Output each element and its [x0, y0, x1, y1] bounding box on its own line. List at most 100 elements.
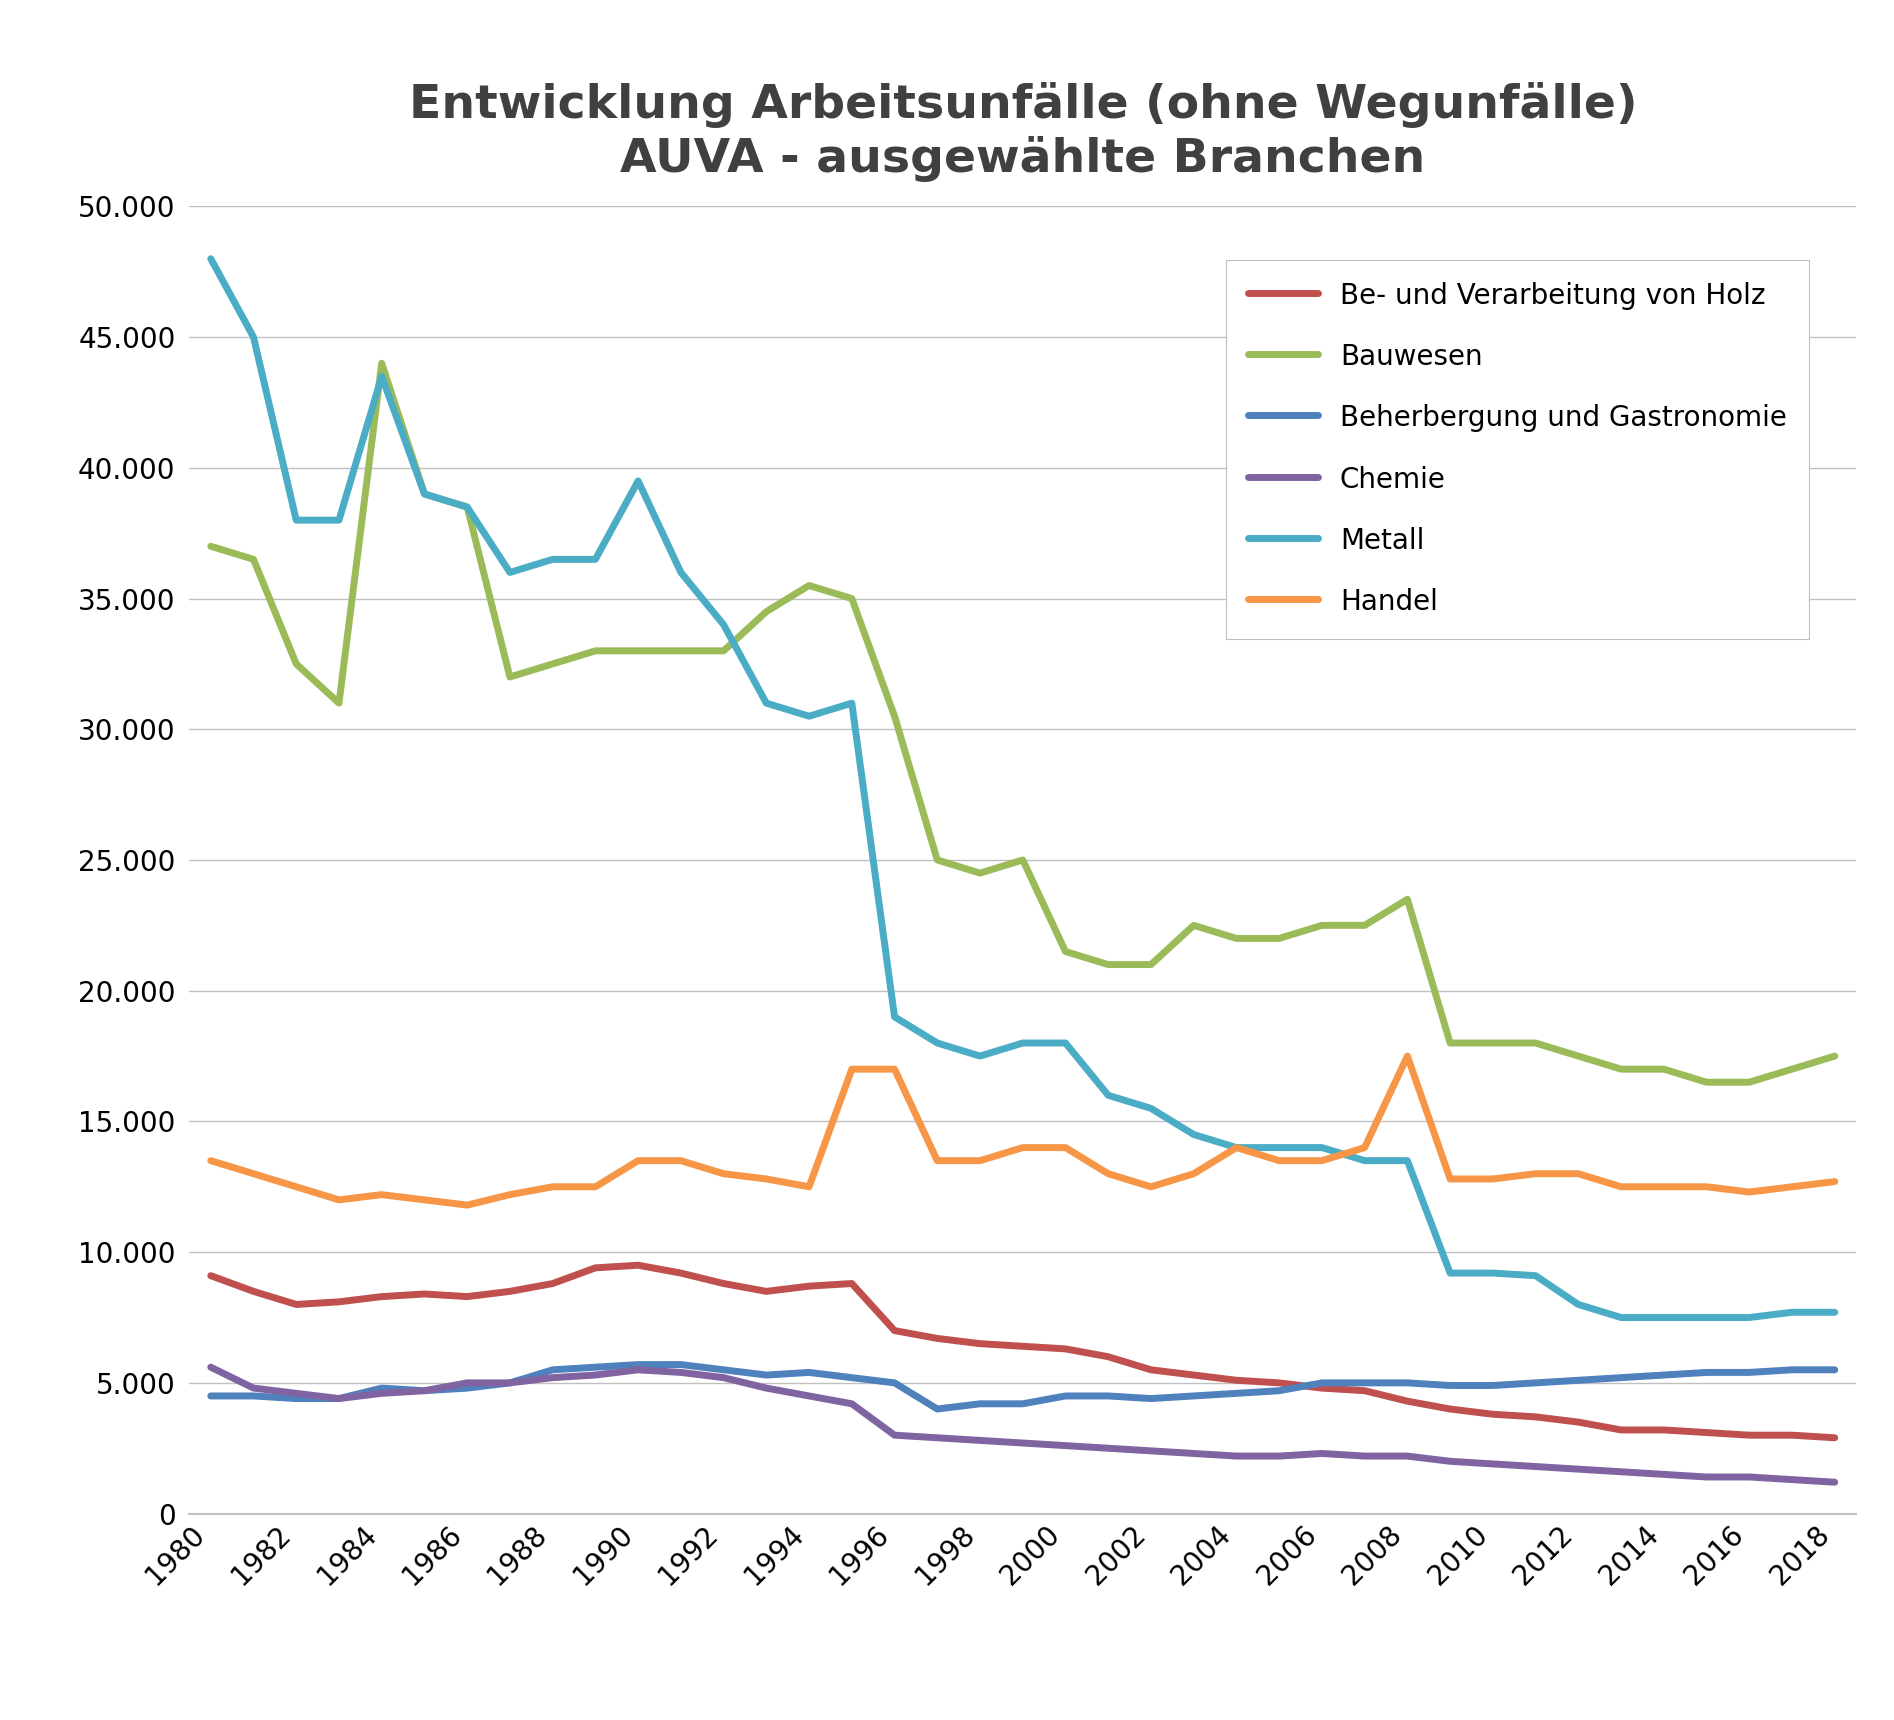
Be- und Verarbeitung von Holz	[1652, 1419, 1674, 1440]
Beherbergung und Gastronomie	[1267, 1381, 1290, 1402]
Metall	[1780, 1302, 1803, 1323]
Handel	[328, 1190, 350, 1211]
Chemie	[627, 1359, 650, 1379]
Beherbergung und Gastronomie	[1824, 1359, 1847, 1379]
Bauwesen	[1396, 889, 1419, 910]
Handel	[926, 1151, 949, 1171]
Chemie	[1695, 1467, 1718, 1488]
Metall	[1610, 1307, 1633, 1328]
Bauwesen	[1225, 929, 1248, 949]
Line: Beherbergung und Gastronomie: Beherbergung und Gastronomie	[210, 1364, 1835, 1409]
Line: Bauwesen: Bauwesen	[210, 363, 1835, 1082]
Metall	[1566, 1293, 1589, 1314]
Metall	[926, 1032, 949, 1053]
Chemie	[883, 1424, 905, 1445]
Handel	[284, 1176, 307, 1197]
Be- und Verarbeitung von Holz	[669, 1262, 691, 1283]
Bauwesen	[841, 588, 864, 609]
Chemie	[1439, 1452, 1462, 1472]
Chemie	[1566, 1459, 1589, 1479]
Chemie	[712, 1367, 735, 1388]
Beherbergung und Gastronomie	[1140, 1388, 1163, 1409]
Beherbergung und Gastronomie	[1097, 1386, 1119, 1407]
Beherbergung und Gastronomie	[1525, 1373, 1547, 1393]
Handel	[841, 1060, 864, 1080]
Chemie	[1610, 1462, 1633, 1483]
Chemie	[797, 1386, 820, 1407]
Beherbergung und Gastronomie	[841, 1367, 864, 1388]
Metall	[1311, 1137, 1333, 1158]
Metall	[1695, 1307, 1718, 1328]
Handel	[371, 1185, 394, 1206]
Chemie	[968, 1429, 991, 1450]
Bauwesen	[583, 640, 606, 660]
Handel	[1396, 1046, 1419, 1066]
Chemie	[1354, 1447, 1377, 1467]
Beherbergung und Gastronomie	[797, 1362, 820, 1383]
Be- und Verarbeitung von Holz	[1182, 1364, 1205, 1385]
Bauwesen	[1739, 1072, 1761, 1092]
Metall	[413, 483, 436, 504]
Beherbergung und Gastronomie	[1311, 1373, 1333, 1393]
Chemie	[926, 1428, 949, 1448]
Bauwesen	[1140, 955, 1163, 975]
Chemie	[1481, 1453, 1504, 1474]
Bauwesen	[669, 640, 691, 660]
Chemie	[1182, 1443, 1205, 1464]
Chemie	[583, 1364, 606, 1385]
Be- und Verarbeitung von Holz	[1311, 1378, 1333, 1398]
Metall	[1267, 1137, 1290, 1158]
Handel	[498, 1185, 521, 1206]
Bauwesen	[1695, 1072, 1718, 1092]
Chemie	[1780, 1469, 1803, 1490]
Be- und Verarbeitung von Holz	[968, 1333, 991, 1354]
Bauwesen	[1354, 915, 1377, 936]
Bauwesen	[371, 353, 394, 373]
Beherbergung und Gastronomie	[1566, 1369, 1589, 1390]
Line: Chemie: Chemie	[210, 1367, 1835, 1483]
Metall	[242, 327, 265, 347]
Line: Be- und Verarbeitung von Holz: Be- und Verarbeitung von Holz	[210, 1266, 1835, 1438]
Beherbergung und Gastronomie	[1055, 1386, 1078, 1407]
Line: Handel: Handel	[210, 1056, 1835, 1206]
Metall	[1824, 1302, 1847, 1323]
Be- und Verarbeitung von Holz	[542, 1273, 564, 1293]
Bauwesen	[883, 705, 905, 726]
Be- und Verarbeitung von Holz	[498, 1281, 521, 1302]
Bauwesen	[456, 497, 479, 518]
Handel	[968, 1151, 991, 1171]
Handel	[583, 1176, 606, 1197]
Chemie	[1097, 1438, 1119, 1459]
Metall	[1525, 1266, 1547, 1287]
Bauwesen	[926, 850, 949, 870]
Bauwesen	[627, 640, 650, 660]
Beherbergung und Gastronomie	[1439, 1376, 1462, 1397]
Beherbergung und Gastronomie	[883, 1373, 905, 1393]
Chemie	[756, 1378, 778, 1398]
Metall	[669, 562, 691, 583]
Be- und Verarbeitung von Holz	[841, 1273, 864, 1293]
Handel	[1525, 1163, 1547, 1183]
Be- und Verarbeitung von Holz	[1267, 1373, 1290, 1393]
Be- und Verarbeitung von Holz	[1097, 1347, 1119, 1367]
Be- und Verarbeitung von Holz	[242, 1281, 265, 1302]
Handel	[756, 1168, 778, 1189]
Bauwesen	[1780, 1060, 1803, 1080]
Bauwesen	[1439, 1032, 1462, 1053]
Metall	[1439, 1262, 1462, 1283]
Be- und Verarbeitung von Holz	[712, 1273, 735, 1293]
Bauwesen	[1652, 1060, 1674, 1080]
Metall	[1739, 1307, 1761, 1328]
Beherbergung und Gastronomie	[498, 1373, 521, 1393]
Metall	[1396, 1151, 1419, 1171]
Handel	[542, 1176, 564, 1197]
Be- und Verarbeitung von Holz	[199, 1266, 222, 1287]
Metall	[1225, 1137, 1248, 1158]
Be- und Verarbeitung von Holz	[1439, 1398, 1462, 1419]
Be- und Verarbeitung von Holz	[1481, 1404, 1504, 1424]
Metall	[627, 471, 650, 492]
Metall	[797, 705, 820, 726]
Beherbergung und Gastronomie	[968, 1393, 991, 1414]
Handel	[199, 1151, 222, 1171]
Be- und Verarbeitung von Holz	[1566, 1412, 1589, 1433]
